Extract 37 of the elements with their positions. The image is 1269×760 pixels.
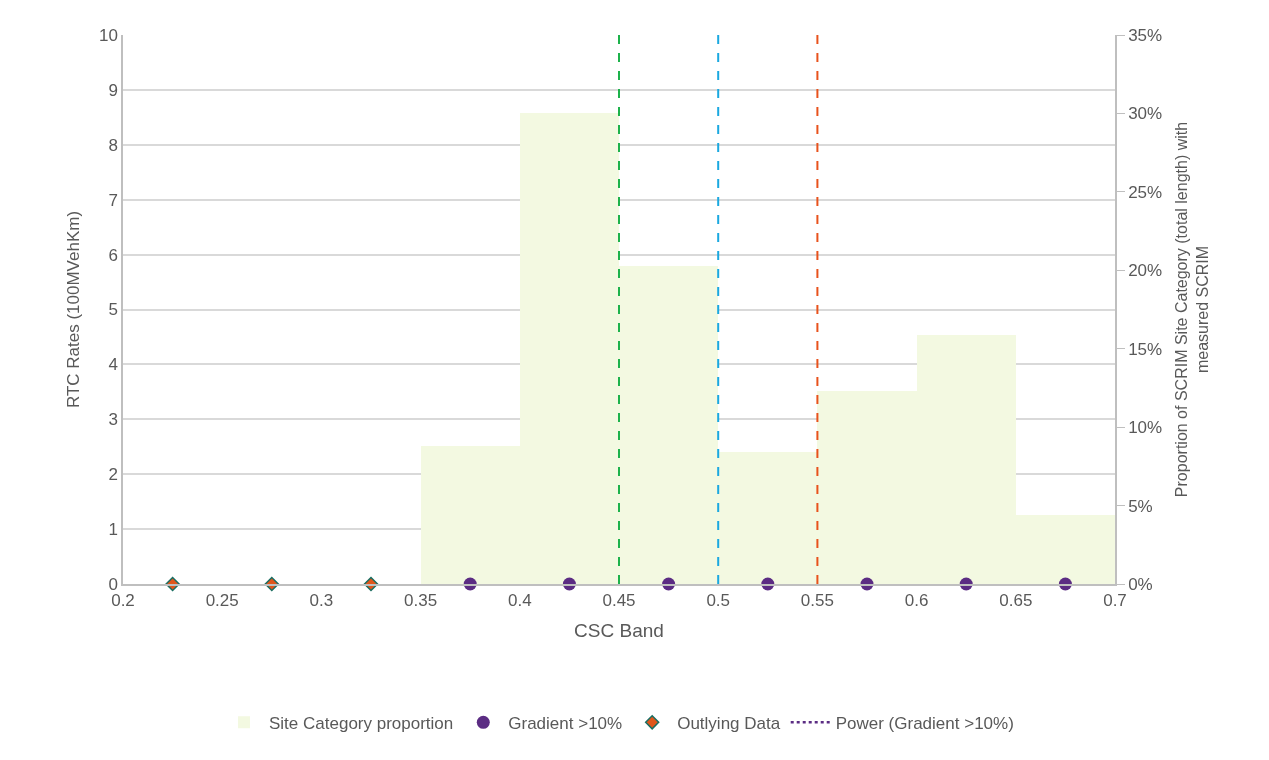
x-tick-label: 0.55 xyxy=(800,591,834,611)
x-tick-label: 0.7 xyxy=(1103,591,1127,611)
y-tick-label: 8 xyxy=(108,135,118,155)
y2-tick-label: 5% xyxy=(1128,496,1153,516)
legend-label: Outlying Data xyxy=(677,713,781,733)
y-tick-label: 4 xyxy=(108,355,118,375)
legend-label: Site Category proportion xyxy=(269,713,454,733)
y-tick-label: 2 xyxy=(108,465,118,485)
x-tick-label: 0.3 xyxy=(309,591,334,611)
y-tick-label: 7 xyxy=(108,190,118,210)
y2-tick-label: 15% xyxy=(1128,339,1163,359)
x-tick-label: 0.4 xyxy=(507,591,532,611)
y2-tick-label: 10% xyxy=(1128,418,1163,438)
legend-label: Gradient >10% xyxy=(508,713,623,733)
y2-tick-label: 30% xyxy=(1128,104,1163,124)
y2-axis-title: Proportion of SCRIM Site Category (total length) with measured SCRIM xyxy=(1173,121,1212,498)
y-tick-label: 5 xyxy=(108,300,118,320)
x-tick-label: 0.6 xyxy=(904,591,929,611)
x-tick-label: 0.65 xyxy=(999,591,1033,611)
y2-tick-label: 25% xyxy=(1128,182,1163,202)
legend-label: Power (Gradient >10%) xyxy=(835,713,1014,733)
y-tick-label: 0 xyxy=(108,574,118,594)
y-tick-label: 6 xyxy=(108,245,118,265)
x-tick-label: 0.45 xyxy=(602,591,636,611)
y-tick-label: 9 xyxy=(108,80,118,100)
y-tick-label: 1 xyxy=(108,520,118,540)
y-tick-label: 10 xyxy=(98,25,118,45)
x-tick-label: 0.25 xyxy=(205,591,239,611)
y-axis-title: RTC Rates (100MVehKm) xyxy=(63,210,83,409)
y-tick-label: 3 xyxy=(108,410,118,430)
x-axis-title: CSC Band xyxy=(574,620,664,642)
x-tick-label: 0.35 xyxy=(404,591,438,611)
y2-tick-label: 20% xyxy=(1128,261,1163,281)
y2-tick-label: 35% xyxy=(1128,25,1163,45)
x-tick-label: 0.5 xyxy=(706,591,731,611)
y2-tick-label: 0% xyxy=(1128,574,1153,594)
x-tick-label: 0.2 xyxy=(111,591,135,611)
